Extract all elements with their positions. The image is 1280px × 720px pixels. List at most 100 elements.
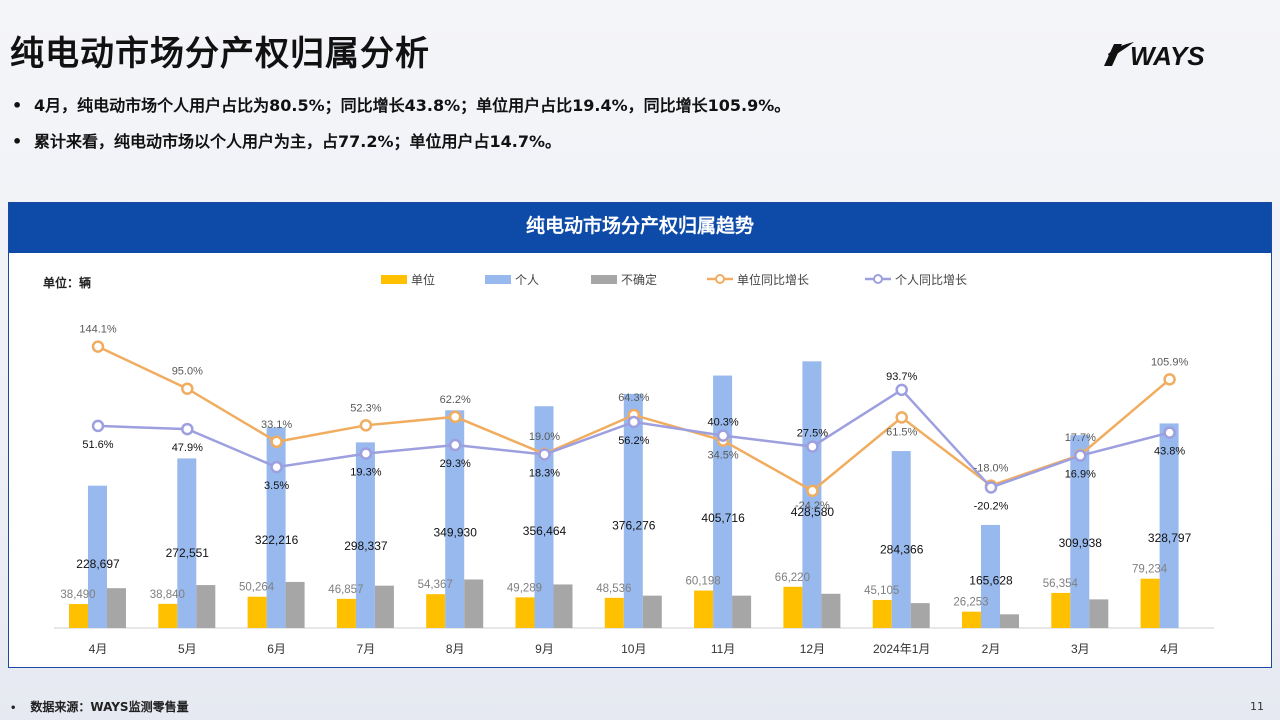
data-label-person-5: 356,464: [523, 524, 567, 538]
data-label-person-growth-1: 47.9%: [172, 442, 203, 454]
data-label-person-growth-3: 19.3%: [350, 467, 381, 479]
data-label-unit-growth-3: 52.3%: [350, 402, 381, 414]
data-label-unit-12: 79,234: [1132, 564, 1168, 576]
data-label-person-4: 349,930: [434, 526, 478, 540]
bar-个人-5: [534, 406, 554, 628]
data-label-unit-11: 56,354: [1043, 578, 1079, 590]
unit-label: 单位：辆: [43, 275, 91, 290]
x-tick-label-10: 2月: [982, 642, 1001, 656]
data-label-person-6: 376,276: [612, 519, 656, 533]
data-label-unit-growth-6: 64.3%: [618, 392, 649, 404]
bar-不确定-1: [196, 585, 216, 628]
bar-单位-7: [694, 590, 714, 628]
bar-单位-6: [604, 597, 624, 628]
data-source-text: 数据来源：WAYS监测零售量: [30, 700, 189, 714]
data-label-person-growth-7: 40.3%: [707, 417, 738, 429]
data-label-unit-growth-8: -24.2%: [795, 500, 830, 512]
legend-marker-4: [873, 274, 883, 284]
bar-个人-2: [266, 427, 286, 628]
point-个人同比增长-2: [270, 460, 283, 474]
bar-个人-0: [88, 485, 107, 628]
x-tick-label-11: 3月: [1071, 642, 1090, 656]
data-label-person-8: 428,580: [791, 505, 835, 519]
data-label-person-growth-9: 93.7%: [886, 371, 917, 383]
data-label-person-9: 284,366: [880, 543, 924, 557]
bar-不确定-8: [821, 593, 841, 628]
bar-个人-6: [623, 393, 643, 628]
data-label-unit-growth-4: 62.2%: [440, 394, 471, 406]
data-label-person-growth-4: 29.3%: [440, 458, 471, 470]
point-单位同比增长-2: [270, 435, 283, 449]
point-个人同比增长-0: [91, 419, 105, 433]
data-label-unit-2: 50,264: [239, 582, 275, 594]
bar-不确定-11: [1089, 599, 1109, 628]
trend-chart: 单位：辆 单位 个人 不确定 单位同比增长 个人同比增长 4月 5月 6月 7月 8月 9月 10月 11…: [43, 272, 1214, 656]
data-label-person-11: 309,938: [1059, 536, 1103, 550]
legend-label-2: 不确定: [621, 272, 657, 287]
legend-swatch-1: [485, 275, 511, 284]
x-tick-label-3: 7月: [357, 642, 376, 656]
bar-单位-0: [69, 604, 88, 628]
data-label-person-12: 328,797: [1148, 531, 1192, 545]
bar-不确定-10: [1000, 614, 1019, 628]
data-label-person-growth-8: 27.5%: [797, 428, 828, 440]
x-tick-label-6: 10月: [621, 642, 646, 656]
data-label-person-growth-0: 51.6%: [82, 439, 113, 451]
point-单位同比增长-1: [181, 382, 194, 395]
x-tick-label-7: 11月: [711, 642, 735, 656]
bar-个人-1: [177, 458, 197, 628]
x-tick-label-5: 9月: [535, 642, 554, 656]
x-tick-label-12: 4月: [1160, 642, 1179, 656]
bar-个人-4: [445, 410, 465, 628]
data-label-unit-9: 45,105: [864, 585, 899, 597]
data-label-unit-1: 38,840: [150, 589, 185, 601]
bar-单位-1: [158, 603, 178, 628]
point-单位同比增长-4: [448, 410, 462, 424]
bar-单位-10: [962, 611, 981, 628]
bar-不确定-5: [553, 584, 573, 628]
bar-不确定-7: [732, 595, 752, 628]
chart-title: 纯电动市场分产权归属趋势: [9, 203, 1271, 253]
bar-不确定-2: [285, 581, 305, 628]
data-label-unit-growth-10: -18.0%: [974, 463, 1009, 475]
data-label-unit-growth-0: 144.1%: [79, 324, 117, 336]
bar-单位-8: [783, 586, 803, 628]
bar-个人-9: [891, 451, 911, 628]
data-label-person-growth-11: 16.9%: [1065, 469, 1096, 481]
data-label-person-2: 322,216: [255, 533, 299, 547]
bar-单位-12: [1140, 578, 1160, 628]
x-tick-label-2: 6月: [267, 642, 286, 656]
summary-bullets: 4月，纯电动市场个人用户占比为80.5%；同比增长43.8%；单位用户占比19.…: [10, 92, 790, 164]
data-label-unit-5: 49,289: [507, 582, 542, 594]
point-单位同比增长-0: [91, 340, 105, 353]
data-label-person-7: 405,716: [701, 511, 745, 525]
data-label-unit-0: 38,490: [60, 589, 95, 601]
bar-单位-3: [336, 598, 356, 628]
bar-不确定-6: [642, 595, 662, 628]
x-tick-label-4: 8月: [446, 642, 465, 656]
legend-label-3: 单位同比增长: [737, 272, 809, 287]
point-单位同比增长-12: [1163, 373, 1176, 386]
point-单位同比增长-3: [359, 419, 373, 432]
data-label-unit-4: 54,367: [418, 579, 453, 591]
point-个人同比增长-3: [359, 447, 373, 460]
summary-bullet-1: 4月，纯电动市场个人用户占比为80.5%；同比增长43.8%；单位用户占比19.…: [10, 92, 790, 128]
x-tick-label-1: 5月: [178, 642, 197, 656]
point-个人同比增长-5: [538, 448, 551, 461]
legend-swatch-0: [381, 275, 407, 284]
summary-bullet-2: 累计来看，纯电动市场以个人用户为主，占77.2%；单位用户占14.7%。: [10, 128, 790, 164]
bar-单位-5: [515, 597, 535, 628]
data-label-person-growth-6: 56.2%: [618, 435, 649, 447]
x-tick-label-9: 2024年1月: [873, 642, 930, 656]
data-label-unit-10: 26,253: [953, 597, 988, 609]
point-个人同比增长-9: [895, 383, 908, 397]
data-label-unit-growth-5: 19.0%: [529, 431, 560, 443]
point-个人同比增长-12: [1163, 426, 1176, 439]
data-label-unit-growth-9: 61.5%: [886, 426, 917, 438]
bar-个人-11: [1070, 435, 1090, 628]
data-label-person-0: 228,697: [76, 557, 120, 571]
point-个人同比增长-11: [1074, 449, 1087, 462]
point-个人同比增长-4: [448, 438, 462, 452]
svg-text:WAYS: WAYS: [1130, 41, 1205, 70]
point-单位同比增长-8: [806, 484, 819, 498]
